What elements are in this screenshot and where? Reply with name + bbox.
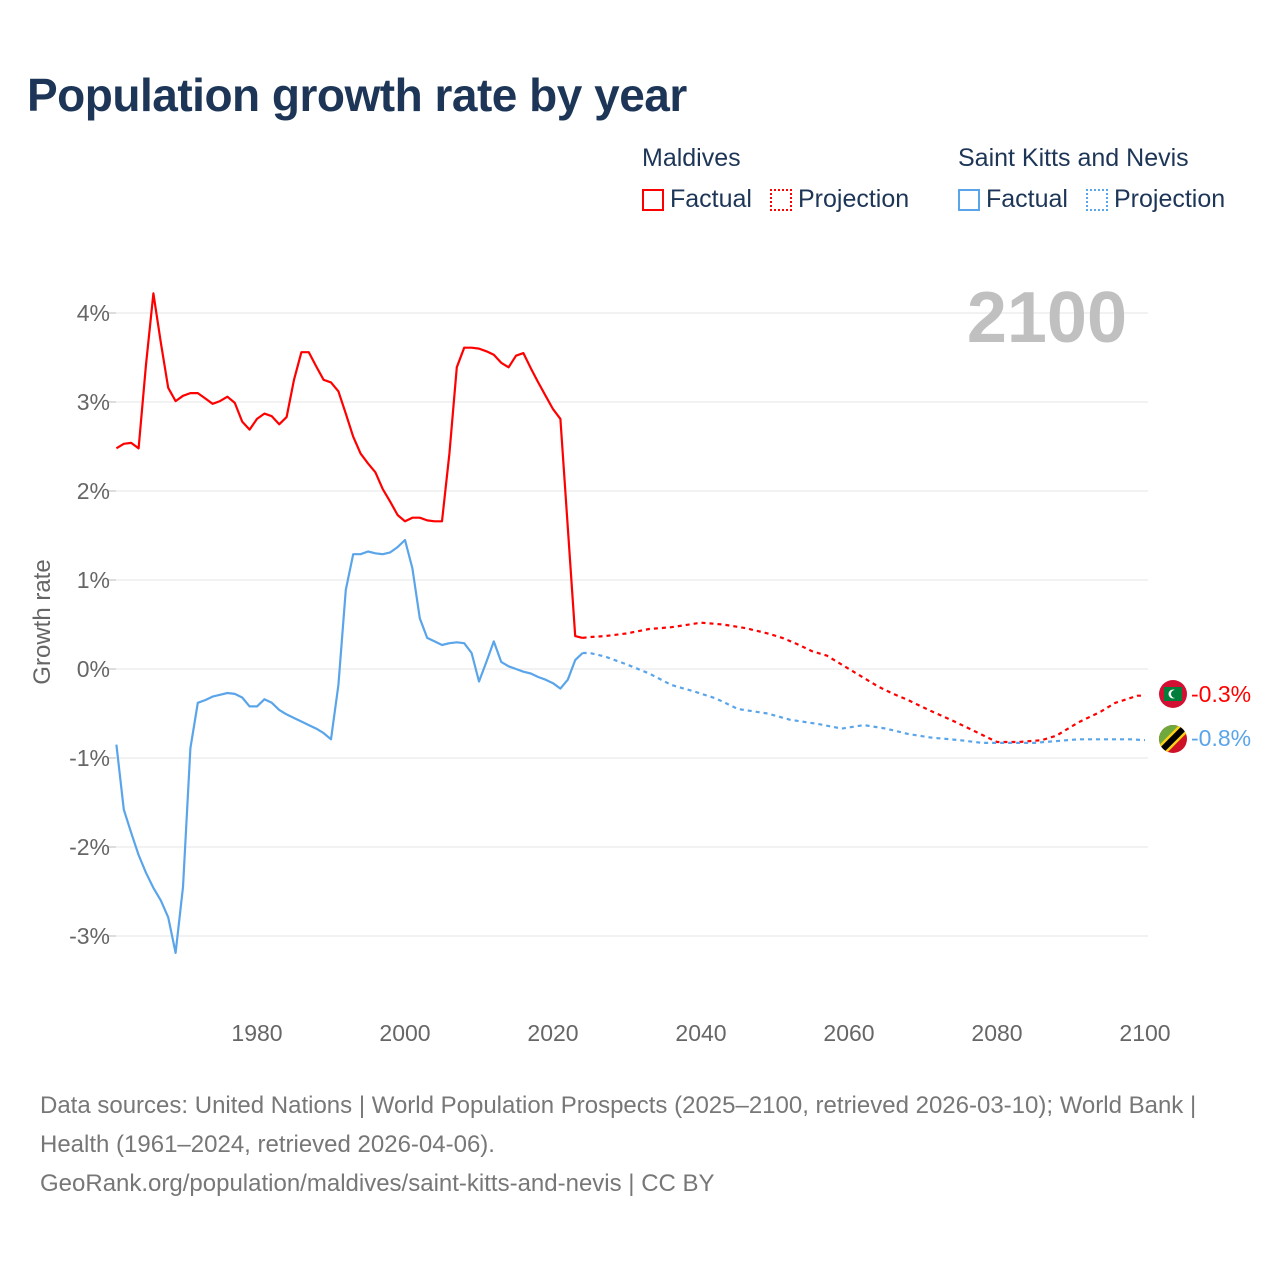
x-tick-label: 2060: [823, 1020, 874, 1046]
legend-label: Factual: [986, 185, 1068, 213]
x-tick-label: 2080: [971, 1020, 1022, 1046]
y-tick-label: -1%: [69, 745, 110, 771]
series-line-maldives-projection: [582, 621, 1145, 744]
maldives-end-label: -0.3%: [1191, 681, 1251, 707]
legend-maldives: Maldives Factual Projection: [642, 144, 909, 214]
x-axis: 1980 2000 2020 2040 2060 2080 2100: [231, 1020, 1170, 1046]
footer: Data sources: United Nations | World Pop…: [40, 1086, 1240, 1203]
y-tick-label: 2%: [77, 478, 110, 504]
legend-swatch-solid: [642, 188, 664, 211]
year-watermark: 2100: [967, 278, 1127, 358]
y-tick-label: 3%: [77, 389, 110, 415]
x-tick-label: 1980: [231, 1020, 282, 1046]
x-tick-label: 2100: [1119, 1020, 1170, 1046]
data-sources-text: Data sources: United Nations | World Pop…: [40, 1092, 1197, 1158]
series-line-saint-kitts-and-nevis-projection: [582, 651, 1146, 745]
x-tick-label: 2000: [379, 1020, 430, 1046]
y-tick-label: 1%: [77, 567, 110, 593]
series-line-maldives-factual: [115, 292, 583, 639]
y-axis: 4% 3% 2% 1% 0% -1% -2% -3%: [69, 300, 116, 949]
x-tick-label: 2040: [675, 1020, 726, 1046]
series-line-saint-kitts-and-nevis-factual: [115, 538, 584, 955]
x-tick-label: 2020: [527, 1020, 578, 1046]
legend-label: Projection: [797, 185, 910, 213]
legend-swatch-dotted: [1085, 188, 1108, 211]
legend-saint-kitts-and-nevis: Saint Kitts and Nevis Factual Projection: [958, 144, 1225, 214]
legend-item-maldives-factual[interactable]: Factual: [642, 185, 752, 214]
legend-label: Projection: [1113, 185, 1226, 213]
gridlines: [116, 312, 1148, 937]
legend-item-skn-projection[interactable]: Projection: [1085, 185, 1226, 214]
legend-country-name: Saint Kitts and Nevis: [958, 144, 1189, 172]
legend-item-skn-factual[interactable]: Factual: [958, 185, 1068, 214]
series-lines: [115, 292, 1146, 955]
chart-title: Population growth rate by year: [27, 69, 687, 121]
source-link[interactable]: GeoRank.org/population/maldives/saint-ki…: [40, 1170, 715, 1197]
legend-label: Factual: [670, 185, 752, 213]
y-tick-label: -2%: [69, 834, 110, 860]
y-tick-label: -3%: [69, 923, 110, 949]
legend-country-name: Maldives: [642, 144, 741, 172]
y-tick-label: 4%: [77, 300, 110, 326]
legend-swatch-dotted: [769, 188, 792, 211]
maldives-flag-icon: [1159, 680, 1187, 708]
y-axis-label: Growth rate: [29, 559, 56, 684]
saint-kitts-and-nevis-flag-icon: [1159, 725, 1187, 753]
saint-kitts-and-nevis-end-label: -0.8%: [1191, 725, 1251, 751]
legend-item-maldives-projection[interactable]: Projection: [769, 185, 910, 214]
y-tick-label: 0%: [77, 656, 110, 682]
legend-swatch-solid: [958, 188, 980, 211]
